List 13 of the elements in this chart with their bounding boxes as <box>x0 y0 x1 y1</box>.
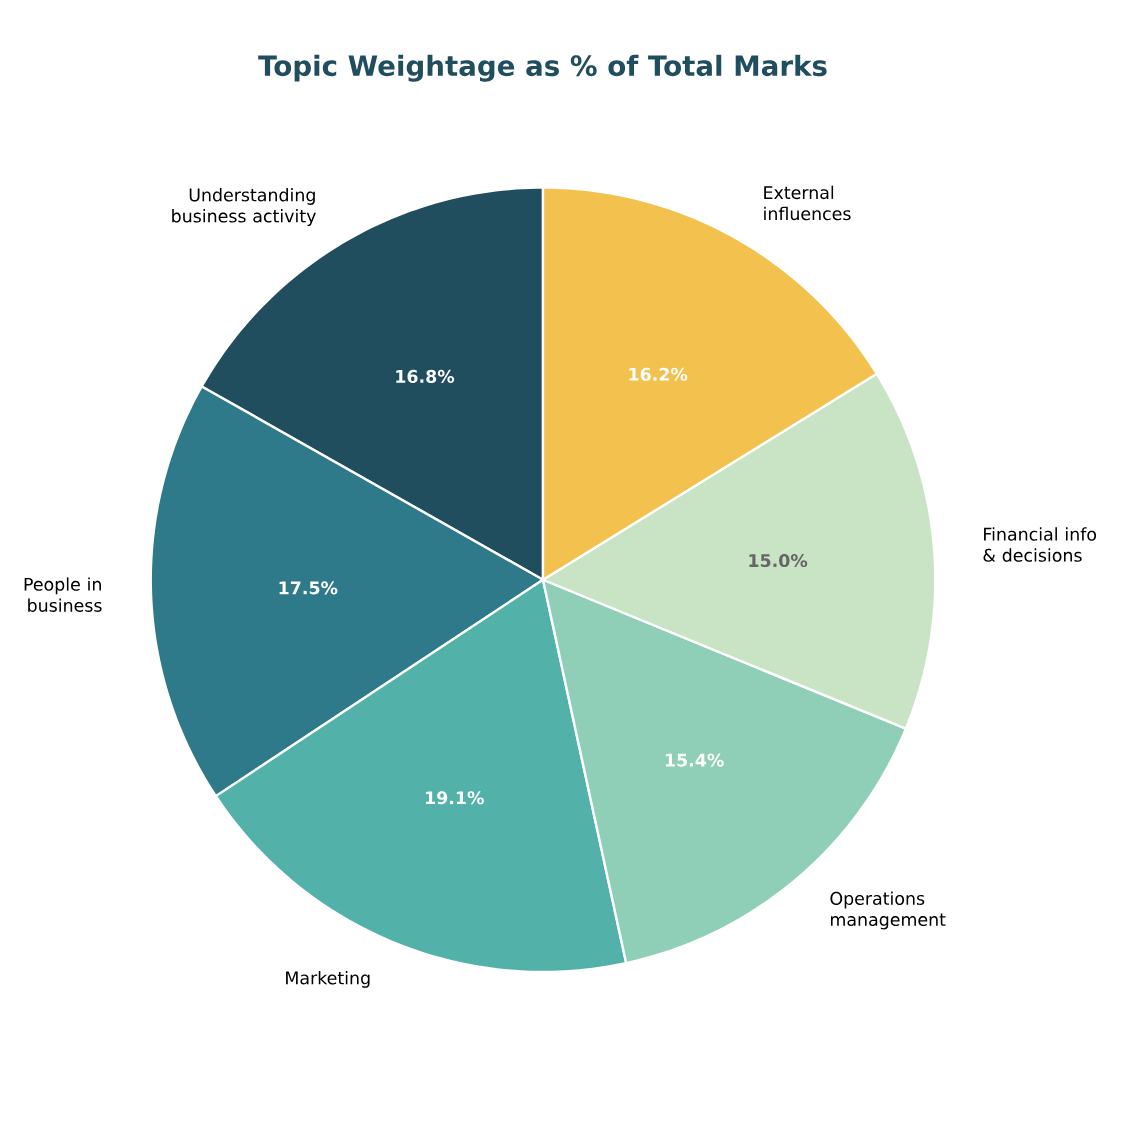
data-label: 19.1% <box>426 791 484 805</box>
slice-label: Operations management <box>830 891 946 930</box>
slice-label: People in business <box>24 577 102 612</box>
slice-label: Marketing <box>286 970 370 988</box>
data-label: 16.2% <box>629 367 688 381</box>
slice-label: External influences <box>764 185 851 221</box>
data-label: 15.4% <box>665 753 724 767</box>
data-label: 15.0% <box>749 553 808 568</box>
data-label: 17.5% <box>279 581 338 595</box>
data-label: 16.8% <box>396 369 455 383</box>
slice-label: Understanding business activity <box>172 188 316 226</box>
chart-title: Topic Weightage as % of Total Marks <box>258 54 827 82</box>
slice-label: Financial info & decisions <box>983 527 1097 562</box>
